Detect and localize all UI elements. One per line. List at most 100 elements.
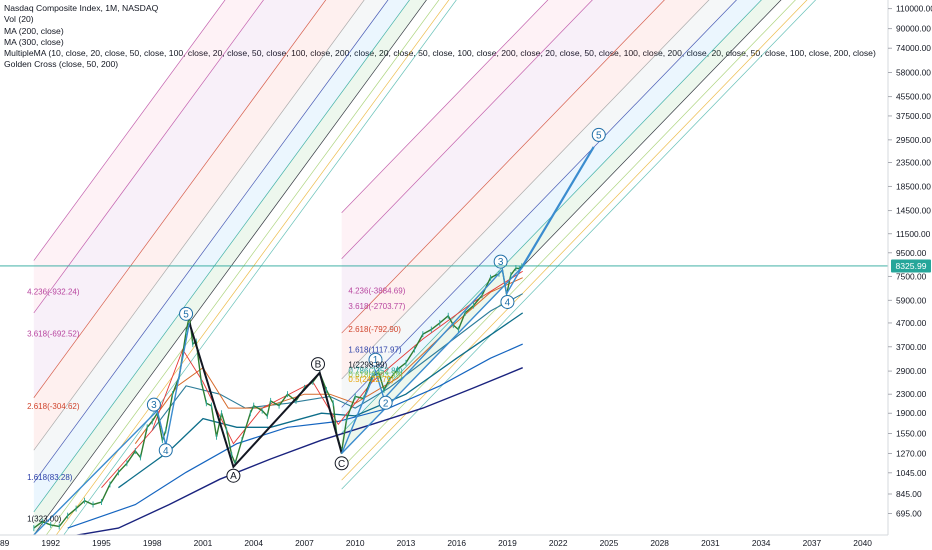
wave-label: 2	[383, 398, 389, 409]
wave-label-circle	[493, 254, 508, 269]
ma-long-line	[73, 367, 523, 535]
wave-label-circle	[500, 294, 515, 309]
price-badge-value: 8325.99	[895, 261, 926, 271]
impulse-wave-segment	[341, 267, 523, 454]
fib-channel-1-line	[33, 0, 410, 513]
y-tick-label: 5900.00	[896, 295, 927, 305]
legend-line-golden-cross: Golden Cross (close, 50, 200)	[4, 59, 119, 70]
price-line	[33, 265, 523, 529]
x-tick-label: 2022	[549, 538, 568, 548]
wave-label: 4	[505, 297, 511, 308]
x-tick-label: 2013	[397, 538, 416, 548]
y-tick-label: 9500.00	[896, 248, 927, 258]
y-tick-label: 1045.00	[896, 468, 927, 478]
corrective-wave-abc	[188, 322, 343, 469]
y-tick-label: 45500.00	[896, 92, 931, 102]
annotation-labels: 3 4 5 A B C 1 2 3 4 5 1(323.00) 1.618(83.28) 2.618(-3…	[27, 127, 606, 524]
ma-mid-line	[67, 343, 523, 529]
ma-50-line	[134, 277, 523, 444]
fib-channel-1-sub-line	[45, 0, 440, 535]
y-axis: 695.00 845.00 1045.00 1270.00 1550.00 1900.00…	[888, 4, 932, 518]
y-tick-label: 23500.00	[896, 158, 931, 168]
x-tick-label: 2019	[498, 538, 517, 548]
y-tick-label: 1270.00	[896, 448, 927, 458]
fib-channel-1-sub-line	[63, 0, 457, 535]
fib-level-label: 2.618(-792.90)	[348, 325, 401, 334]
wave-label-circle	[179, 306, 194, 321]
x-tick-label: 2031	[701, 538, 720, 548]
y-tick-label: 18500.00	[896, 181, 931, 191]
x-tick-label: 2028	[650, 538, 669, 548]
x-axis: 1989 1992 1995 1998 2001 2004 2007 2010 2013 2016…	[0, 538, 872, 548]
wave-label-circle	[226, 468, 241, 483]
wave-label: 3	[498, 257, 504, 268]
x-tick-label: 2025	[600, 538, 619, 548]
fib-level-label: 4.236(-932.24)	[27, 288, 80, 297]
elliott-waves	[33, 146, 595, 535]
wave-label: 5	[183, 309, 189, 320]
x-tick-label: 1992	[41, 538, 60, 548]
fib-level-label: 4.236(-3884.69)	[348, 287, 405, 296]
x-tick-label: 2040	[853, 538, 872, 548]
fib-channel-1-line	[33, 0, 427, 535]
y-tick-label: 74000.00	[896, 43, 931, 53]
x-tick-label: 2034	[752, 538, 771, 548]
y-tick-label: 2300.00	[896, 389, 927, 399]
wave-label: 5	[596, 130, 602, 141]
y-tick-label: 4700.00	[896, 318, 927, 328]
legend-line-ma300: MA (300, close)	[4, 36, 64, 47]
wave-label: B	[315, 360, 322, 371]
x-tick-label: 2007	[295, 538, 314, 548]
wave-label-circle	[310, 357, 325, 372]
y-tick-label: 11500.00	[896, 229, 931, 239]
y-tick-label: 58000.00	[896, 67, 931, 77]
fib-channel-1-line	[33, 0, 389, 483]
fib-channel-2-line	[341, 0, 762, 434]
fib-channel-2-line	[341, 0, 710, 380]
ma-200-line	[118, 312, 524, 489]
wave-label-circle	[334, 456, 349, 471]
fib-channel-2-line	[341, 0, 737, 408]
wave-label-circle	[158, 443, 173, 458]
y-tick-label: 1900.00	[896, 408, 927, 418]
fib-channel-2-sub-line	[341, 0, 796, 469]
wave-label-circle	[368, 352, 383, 367]
fib-level-label: 2.618(-304.62)	[27, 402, 80, 411]
fib-channel-2-sub-line	[341, 0, 817, 490]
fib-level-label: 1.618(1117.97)	[348, 345, 401, 354]
fib-level-label: 3.618(-692.52)	[27, 330, 80, 339]
projected-wave-5	[520, 146, 595, 269]
x-tick-label: 2037	[803, 538, 822, 548]
fib-level-label: 1.618(83.28)	[27, 473, 73, 482]
fib-level-label: 0.786(2352.89)	[348, 367, 403, 376]
fib-channel-1-sub-line	[55, 0, 450, 535]
x-tick-label: 2001	[194, 538, 213, 548]
y-tick-label: 110000.00	[896, 4, 932, 14]
fib-level-label: 0.618(2393.39)	[348, 370, 403, 379]
y-tick-label: 695.00	[896, 508, 922, 518]
wave-label: 4	[163, 446, 169, 457]
fib-channel-2-line	[341, 0, 782, 454]
fib-level-label: 3.618(-2703.77)	[348, 302, 405, 311]
wave-label-circle	[146, 397, 161, 412]
impulse-wave-1	[33, 322, 191, 535]
wave-label-circle	[378, 395, 393, 410]
wave-label: A	[230, 471, 237, 482]
wave-label-circle	[591, 127, 606, 142]
fib-level-label: 1(323.00)	[27, 515, 62, 524]
impulse-wave-2	[341, 267, 523, 454]
wave-label: 1	[373, 355, 379, 366]
y-tick-label: 37500.00	[896, 111, 931, 121]
y-tick-label: 1550.00	[896, 429, 927, 439]
fib-channel-lines	[33, 0, 817, 535]
y-tick-label: 7500.00	[896, 271, 927, 281]
x-tick-label: 2010	[346, 538, 365, 548]
legend-title: Nasdaq Composite Index, 1M, NASDAQ	[4, 3, 159, 13]
y-tick-label: 3700.00	[896, 342, 927, 352]
wave-label: C	[338, 459, 345, 470]
legend-line-ma200: MA (200, close)	[4, 25, 64, 36]
wave-label: 3	[151, 400, 157, 411]
x-tick-label: 2004	[244, 538, 263, 548]
y-axis-panel	[888, 0, 932, 550]
